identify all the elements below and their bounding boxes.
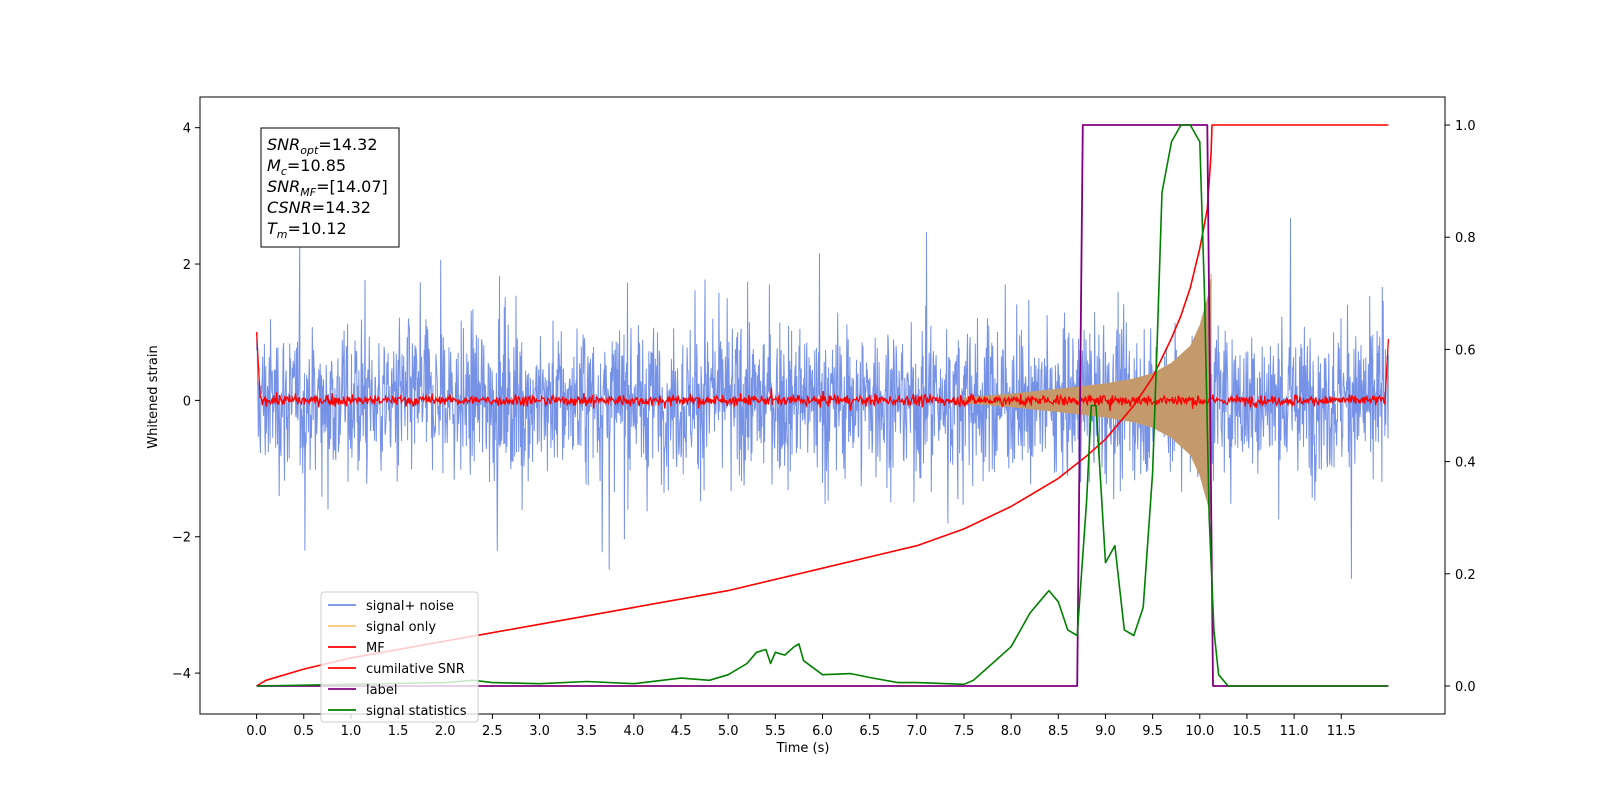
y-tick-label: 2 — [183, 258, 191, 273]
x-tick-label: 2.0 — [435, 724, 456, 739]
y2-tick-label: 0.0 — [1455, 680, 1476, 695]
y2-tick-label: 0.8 — [1455, 231, 1476, 246]
legend-frame — [320, 591, 479, 723]
annotation-line: Tm=10.12 — [267, 219, 347, 241]
x-tick-label: 3.0 — [529, 724, 550, 739]
x-tick-label: 10.5 — [1232, 724, 1261, 739]
series-signal-only — [963, 274, 1212, 525]
series-signal-statistics — [256, 124, 1389, 687]
x-tick-label: 7.0 — [906, 724, 927, 739]
x-tick-label: 6.5 — [859, 724, 880, 739]
x-tick-label: 7.5 — [954, 724, 975, 739]
x-tick-label: 9.5 — [1142, 724, 1163, 739]
x-tick-label: 11.0 — [1280, 724, 1309, 739]
annotation-line: SNRMF=[14.07] — [267, 177, 388, 199]
x-tick-label: 0.0 — [246, 724, 267, 739]
legend-label: cumilative SNR — [366, 662, 465, 677]
annotation-line: CSNR=14.32 — [267, 198, 371, 217]
x-tick-label: 2.5 — [482, 724, 503, 739]
x-tick-label: 9.0 — [1095, 724, 1116, 739]
y-tick-label: 0 — [183, 394, 191, 409]
x-tick-label: 1.5 — [388, 724, 409, 739]
annotation-box: SNRopt=14.32Mc=10.85SNRMF=[14.07]CSNR=14… — [260, 127, 400, 248]
y2-tick-label: 0.6 — [1455, 343, 1476, 358]
x-tick-label: 11.5 — [1327, 724, 1356, 739]
x-axis-label: Time (s) — [776, 741, 830, 756]
axes: 0.0 0.5 1.0 1.5 2.0 2.5 3.0 3.5 4.0 4.5 5.0 5.5 6.0 6… — [172, 96, 1476, 739]
y2-tick-label: 1.0 — [1455, 119, 1476, 134]
x-tick-label: 5.0 — [718, 724, 739, 739]
annotation-line: SNRopt=14.32 — [267, 135, 378, 157]
x-tick-label: 3.5 — [576, 724, 597, 739]
y-axis-label: Whitened strain — [146, 345, 161, 448]
legend-label: signal+ noise — [366, 599, 454, 614]
x-tick-label: 0.5 — [293, 724, 314, 739]
y-tick-label: −2 — [172, 531, 191, 546]
legend-label: signal statistics — [366, 704, 467, 719]
y2-tick-label: 0.4 — [1455, 456, 1476, 471]
x-tick-label: 1.0 — [341, 724, 362, 739]
annotation-frame — [260, 127, 400, 248]
x-tick-label: 10.0 — [1185, 724, 1214, 739]
x-tick-label: 5.5 — [765, 724, 786, 739]
legend-label: signal only — [366, 620, 436, 635]
x-tick-label: 6.0 — [812, 724, 833, 739]
y2-tick-label: 0.2 — [1455, 568, 1476, 583]
series-mf — [255, 332, 1390, 412]
legend-label: label — [366, 683, 397, 698]
y-tick-label: 4 — [183, 122, 191, 137]
y-tick-label: −4 — [172, 667, 191, 682]
annotation-line: Mc=10.85 — [267, 156, 346, 178]
legend-label: MF — [366, 641, 385, 656]
x-tick-label: 4.5 — [671, 724, 692, 739]
x-tick-label: 4.0 — [624, 724, 645, 739]
x-tick-label: 8.0 — [1001, 724, 1022, 739]
x-tick-label: 8.5 — [1048, 724, 1069, 739]
legend: signal+ noise signal only MF cumilative SNR… — [320, 591, 479, 723]
